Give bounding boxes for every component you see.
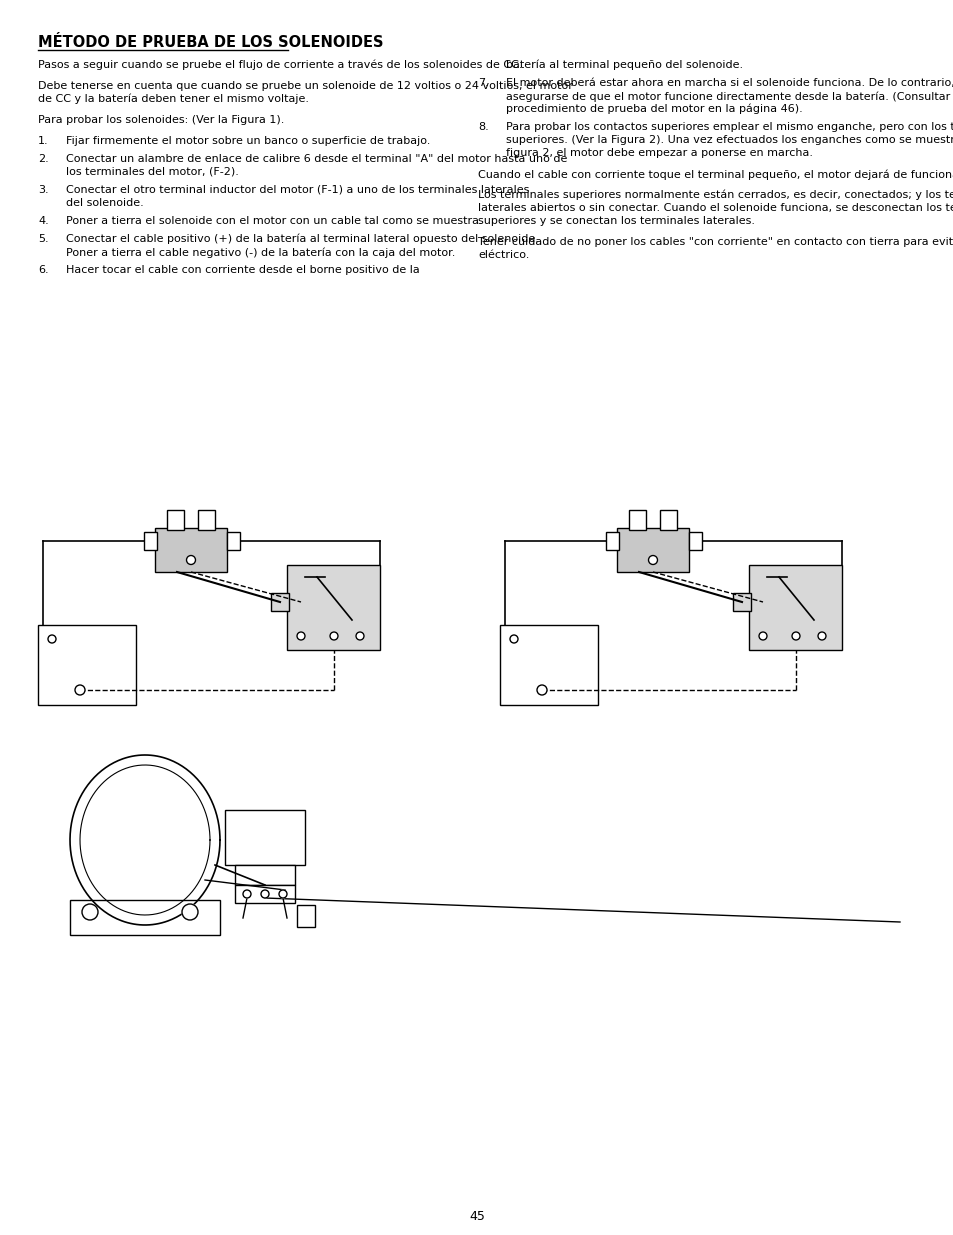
Bar <box>225 810 305 864</box>
Text: Para probar los contactos superiores emplear el mismo enganche, pero con los ter: Para probar los contactos superiores emp… <box>505 122 953 132</box>
Text: Fijar firmemente el motor sobre un banco o superficie de trabajo.: Fijar firmemente el motor sobre un banco… <box>66 136 430 146</box>
Text: laterales abiertos o sin conectar. Cuando el solenoide funciona, se desconectan : laterales abiertos o sin conectar. Cuand… <box>477 203 953 212</box>
Text: eléctrico.: eléctrico. <box>477 249 529 261</box>
Circle shape <box>278 890 287 898</box>
Bar <box>605 532 618 550</box>
Text: 3.: 3. <box>38 185 49 195</box>
Bar <box>748 564 841 650</box>
Circle shape <box>75 685 85 695</box>
Circle shape <box>537 685 546 695</box>
Text: Tener cuidado de no poner los cables "con corriente" en contacto con tierra para: Tener cuidado de no poner los cables "co… <box>477 237 953 247</box>
Text: los terminales del motor, (F-2).: los terminales del motor, (F-2). <box>66 167 238 177</box>
Text: figura 2, el motor debe empezar a ponerse en marcha.: figura 2, el motor debe empezar a poners… <box>505 148 812 158</box>
Circle shape <box>82 904 98 920</box>
Text: El motor deberá estar ahora en marcha si el solenoide funciona. De lo contrario,: El motor deberá estar ahora en marcha si… <box>505 78 953 88</box>
Text: 7.: 7. <box>477 78 488 88</box>
Circle shape <box>759 632 766 640</box>
Circle shape <box>355 632 364 640</box>
Text: Conectar el cable positivo (+) de la batería al terminal lateral opuesto del sol: Conectar el cable positivo (+) de la bat… <box>66 233 538 245</box>
Text: 5.: 5. <box>38 233 49 245</box>
Circle shape <box>817 632 825 640</box>
Text: Los terminales superiores normalmente están cerrados, es decir, conectados; y lo: Los terminales superiores normalmente es… <box>477 190 953 200</box>
Bar <box>499 625 598 705</box>
Bar <box>296 905 314 927</box>
Text: superiores. (Ver la Figura 2). Una vez efectuados los enganches como se muestra : superiores. (Ver la Figura 2). Una vez e… <box>505 135 953 144</box>
Circle shape <box>648 556 657 564</box>
Text: asegurarse de que el motor funcione directamente desde la batería. (Consultar el: asegurarse de que el motor funcione dire… <box>505 91 953 101</box>
Bar <box>198 510 214 530</box>
Circle shape <box>261 890 269 898</box>
Text: 2.: 2. <box>38 154 49 164</box>
Circle shape <box>186 556 195 564</box>
Text: superiores y se conectan los terminales laterales.: superiores y se conectan los terminales … <box>477 216 754 226</box>
Bar <box>70 900 220 935</box>
Bar <box>144 532 157 550</box>
Text: Conectar un alambre de enlace de calibre 6 desde el terminal "A" del motor hasta: Conectar un alambre de enlace de calibre… <box>66 154 567 164</box>
Text: batería al terminal pequeño del solenoide.: batería al terminal pequeño del solenoid… <box>505 61 742 70</box>
Text: Poner a tierra el solenoide con el motor con un cable tal como se muestra.: Poner a tierra el solenoide con el motor… <box>66 216 482 226</box>
Bar <box>628 510 645 530</box>
Text: Pasos a seguir cuando se pruebe el flujo de corriente a través de los solenoides: Pasos a seguir cuando se pruebe el flujo… <box>38 61 522 70</box>
Circle shape <box>296 632 305 640</box>
Bar <box>688 532 701 550</box>
Text: 1.: 1. <box>38 136 49 146</box>
Bar <box>287 564 379 650</box>
Text: Poner a tierra el cable negativo (-) de la batería con la caja del motor.: Poner a tierra el cable negativo (-) de … <box>66 247 455 258</box>
Circle shape <box>48 635 56 643</box>
Bar <box>154 529 227 572</box>
Circle shape <box>510 635 517 643</box>
Text: 4.: 4. <box>38 216 49 226</box>
Bar <box>659 510 677 530</box>
Text: 45: 45 <box>469 1210 484 1223</box>
Text: 6.: 6. <box>38 266 49 275</box>
Bar <box>271 593 289 611</box>
Circle shape <box>791 632 800 640</box>
Bar <box>38 625 136 705</box>
Bar <box>227 532 240 550</box>
Bar <box>234 885 294 903</box>
Text: MÉTODO DE PRUEBA DE LOS SOLENOIDES: MÉTODO DE PRUEBA DE LOS SOLENOIDES <box>38 35 383 49</box>
Text: Conectar el otro terminal inductor del motor (F-1) a uno de los terminales later: Conectar el otro terminal inductor del m… <box>66 185 529 195</box>
Text: procedimiento de prueba del motor en la página 46).: procedimiento de prueba del motor en la … <box>505 104 801 115</box>
Bar <box>234 864 294 885</box>
Text: del solenoide.: del solenoide. <box>66 198 144 207</box>
Bar <box>167 510 184 530</box>
Circle shape <box>182 904 198 920</box>
Circle shape <box>330 632 337 640</box>
Bar <box>617 529 688 572</box>
Bar <box>732 593 750 611</box>
Text: 8.: 8. <box>477 122 488 132</box>
Text: Debe tenerse en cuenta que cuando se pruebe un solenoide de 12 voltios o 24 volt: Debe tenerse en cuenta que cuando se pru… <box>38 82 572 91</box>
Text: de CC y la batería deben tener el mismo voltaje.: de CC y la batería deben tener el mismo … <box>38 94 309 105</box>
Circle shape <box>243 890 251 898</box>
Text: Cuando el cable con corriente toque el terminal pequeño, el motor dejará de func: Cuando el cable con corriente toque el t… <box>477 169 953 179</box>
Text: Para probar los solenoides: (Ver la Figura 1).: Para probar los solenoides: (Ver la Figu… <box>38 115 284 125</box>
Text: Hacer tocar el cable con corriente desde el borne positivo de la: Hacer tocar el cable con corriente desde… <box>66 266 419 275</box>
